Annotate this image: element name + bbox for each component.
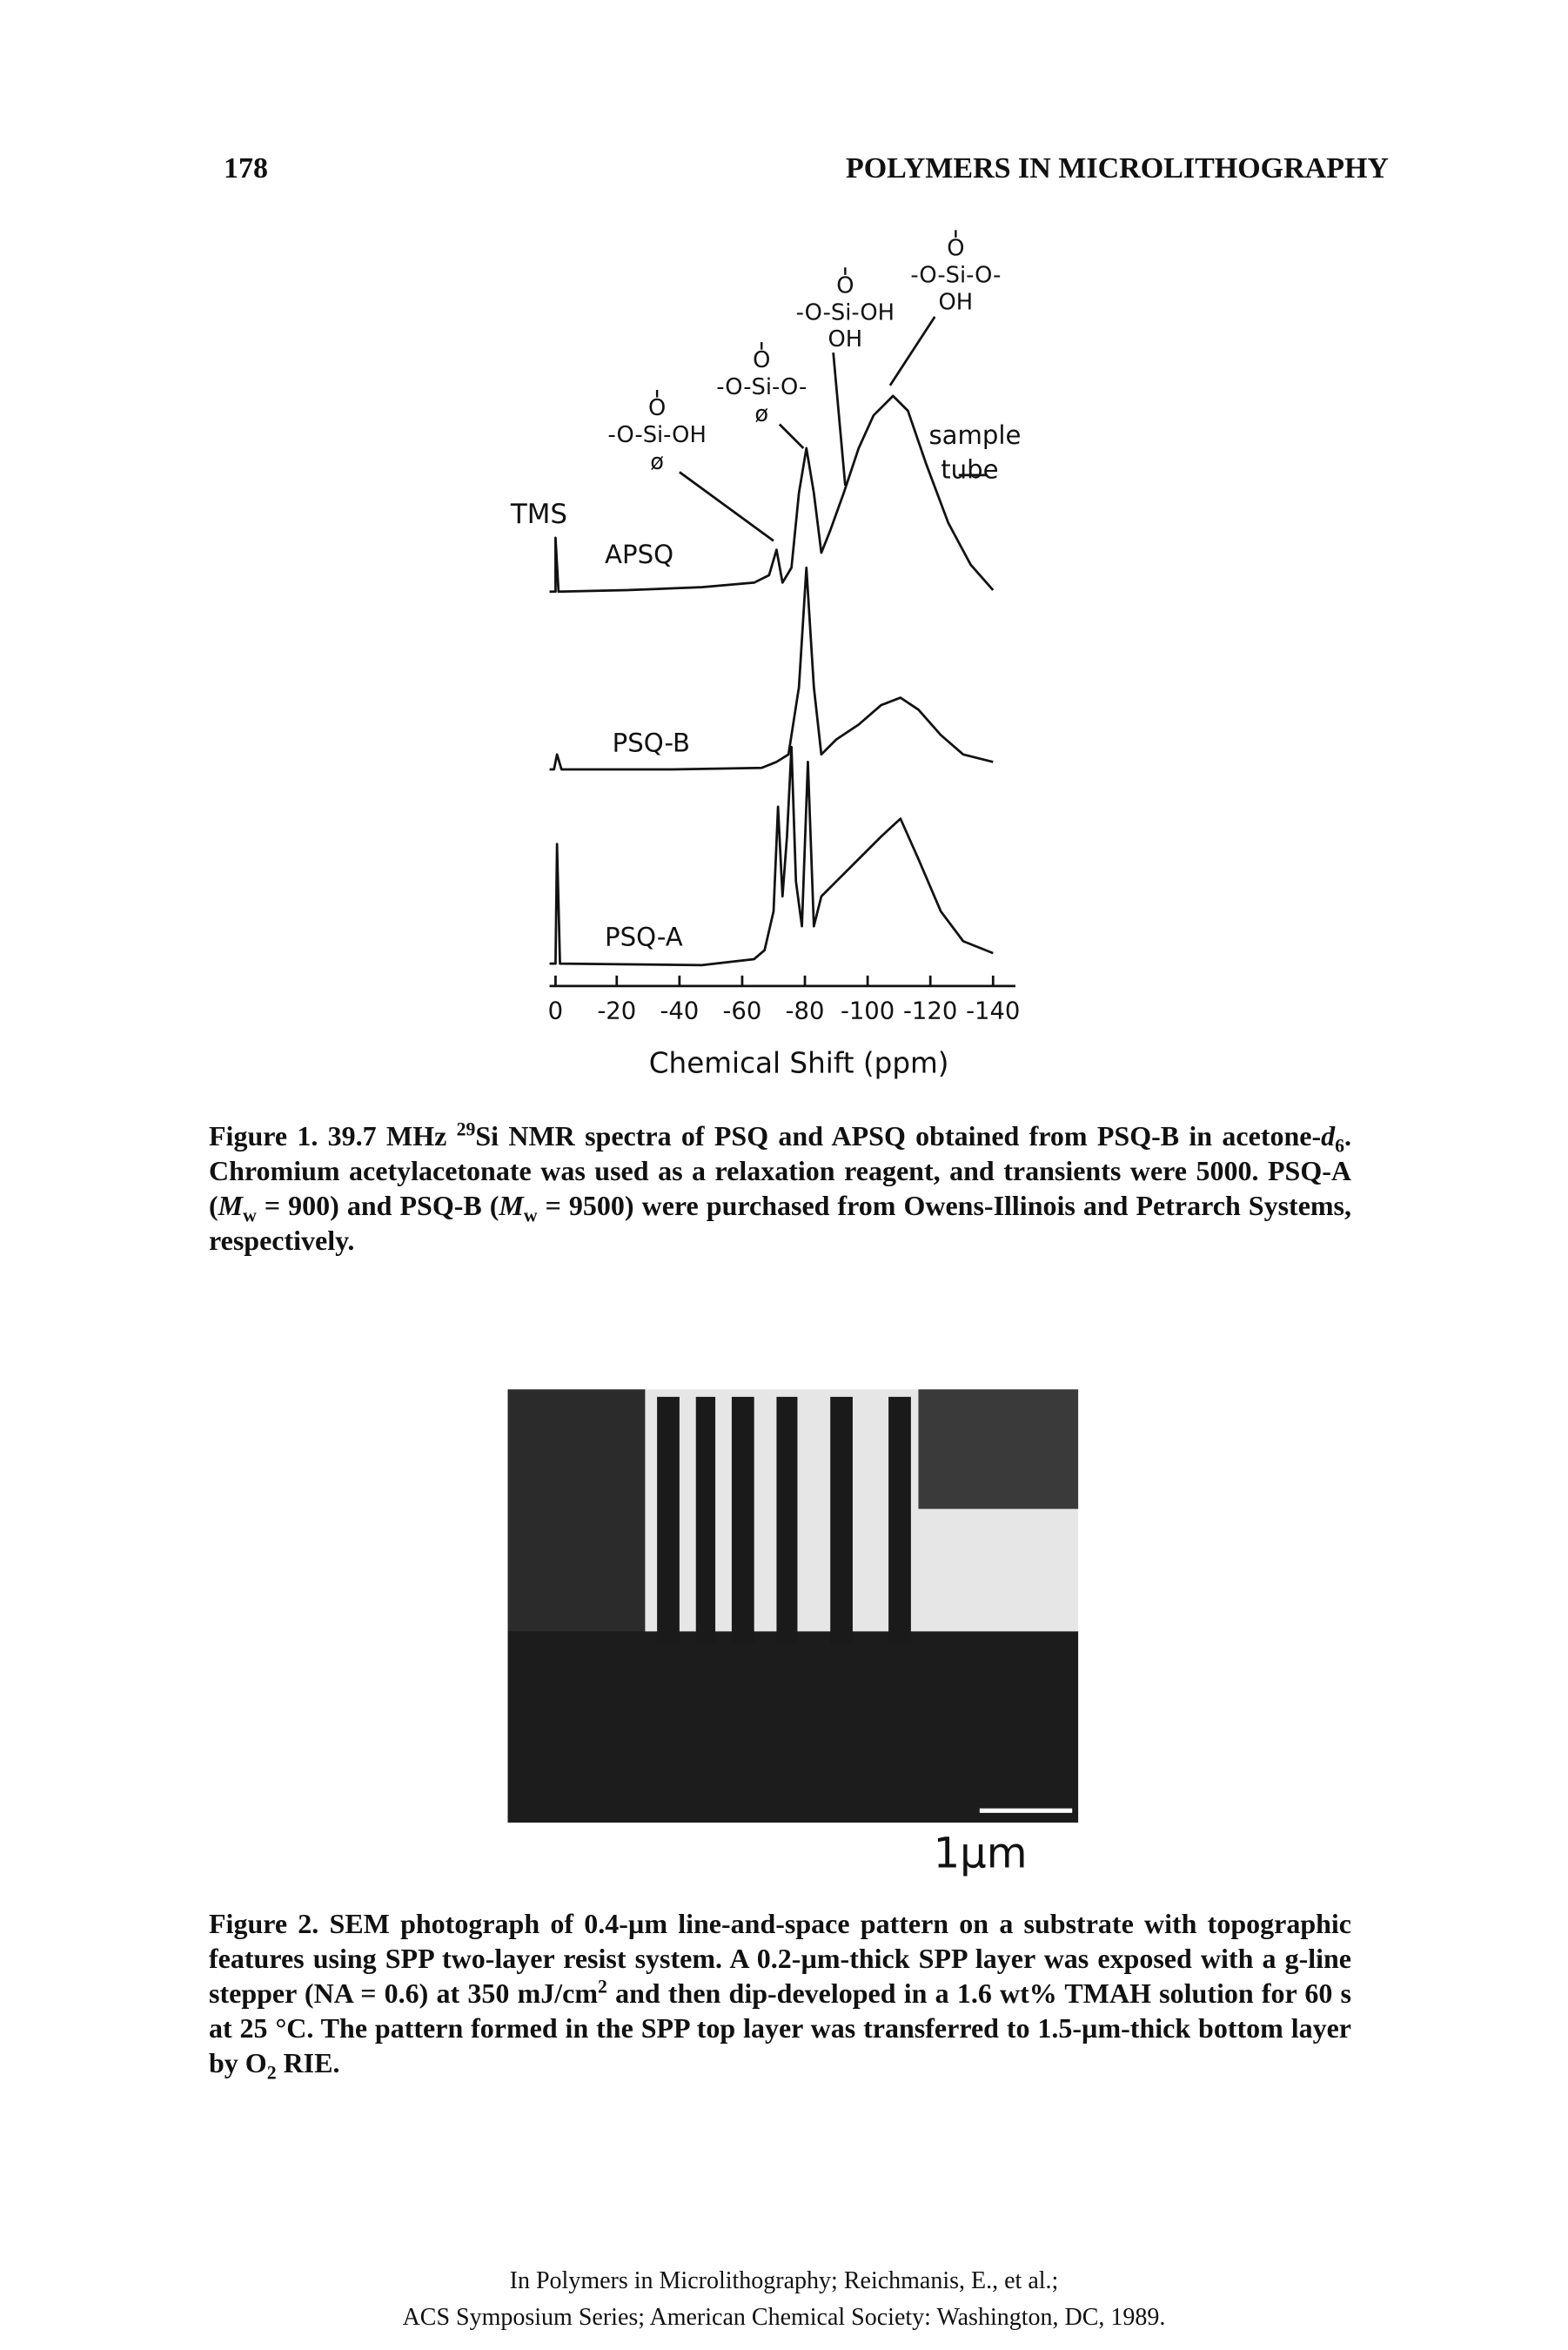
caption-text: and then dip-developed in a 1.6 wt% TMAH… (209, 1977, 1351, 2078)
structure-text: -O-Si-OH (796, 299, 895, 326)
spectrum-psq-a (549, 745, 994, 967)
caption-text: M (218, 1190, 244, 1221)
structure-text: -O-Si-O- (910, 262, 1001, 288)
caption-text: 2 (266, 2062, 277, 2084)
caption-text: SEM photograph of 0.4-µm line-and-space … (209, 1908, 1352, 2009)
peak-label: PSQ-A (605, 923, 683, 952)
resist-line (830, 1396, 853, 1644)
photo-region (507, 1389, 646, 1636)
caption-text: Si NMR spectra of PSQ and APSQ obtained … (475, 1120, 1322, 1152)
axis-ticks: 0 -20 -40 -60 -80 -100 -120 -140 (548, 975, 1020, 1025)
photo-region (918, 1389, 1079, 1509)
spectrum-apsq (549, 394, 995, 594)
resist-line (888, 1396, 911, 1644)
spectrum-psq-b (549, 566, 994, 771)
photo-region (507, 1631, 1079, 1823)
structure-text: O (947, 236, 964, 262)
structure-text: ø (650, 449, 664, 475)
resist-line (695, 1396, 716, 1644)
structure-text: OH (939, 289, 974, 315)
caption-text: RIE. (276, 2047, 340, 2078)
structure-text: O (836, 272, 854, 299)
caption-text: 2 (598, 1976, 607, 1998)
peak-label: tube (941, 454, 998, 484)
spectra (549, 316, 1016, 988)
resist-line (731, 1396, 754, 1644)
peak-label: TMS (510, 499, 567, 530)
caption-label: Figure 2. (209, 1908, 319, 1939)
running-title: POLYMERS IN MICROLITHOGRAPHY (845, 152, 1389, 185)
caption-text: 39.7 MHz (318, 1120, 457, 1152)
tick-label: -80 (786, 998, 825, 1025)
pointer-line (679, 316, 986, 542)
tick-label: -140 (966, 998, 1020, 1025)
caption-text: = 900) and PSQ-B ( (256, 1190, 499, 1221)
footer: In Polymers in Microlithography; Reichma… (0, 2263, 1568, 2336)
tick-label: 0 (548, 998, 563, 1025)
caption-text: w (523, 1205, 538, 1226)
scale-bar-label: 1µm (934, 1830, 1028, 1878)
tick-label: -20 (597, 998, 636, 1025)
caption-label: Figure 1. (209, 1120, 318, 1152)
tick-label: -120 (903, 998, 957, 1025)
footer-line: ACS Symposium Series; American Chemical … (402, 2304, 1166, 2331)
structure-text: O (753, 347, 770, 373)
structure-text: -O-Si-O- (716, 374, 807, 400)
structure-text: -O-Si-OH (607, 422, 706, 448)
figure-caption: Figure 1. 39.7 MHz 29Si NMR spectra of P… (209, 1118, 1351, 1258)
axis-label: Chemical Shift (ppm) (649, 1046, 949, 1079)
resist-line (657, 1396, 680, 1644)
sem-photo (507, 1389, 1079, 1823)
tick-label: -60 (723, 998, 762, 1025)
page-number: 178 (224, 152, 268, 185)
resist-lines (657, 1396, 911, 1644)
caption-text: = 9500) were purchased from Owens-Illino… (209, 1190, 1352, 1256)
caption-text: . Chromium acetylacetonate was used as a… (209, 1120, 1352, 1221)
caption-text: 6 (1335, 1135, 1345, 1157)
tick-label: -100 (841, 998, 895, 1025)
structure-text: O (648, 395, 666, 421)
figure-caption: Figure 2. SEM photograph of 0.4-µm line-… (209, 1906, 1352, 2084)
caption-text: d (1321, 1120, 1336, 1152)
footer-line: In Polymers in Microlithography; Reichma… (509, 2267, 1059, 2294)
caption-text: w (243, 1205, 257, 1226)
structure-text: OH (828, 326, 863, 352)
peak-label: sample (928, 420, 1021, 450)
peak-label: PSQ-B (613, 728, 690, 757)
tick-label: -40 (660, 998, 699, 1025)
caption-text: M (499, 1190, 524, 1221)
structures: O-O-Si-OHøO-O-Si-O-øO-O-Si-OHOHO-O-Si-O-… (607, 230, 1001, 475)
structure-text: ø (754, 401, 768, 427)
caption-text: 29 (456, 1118, 476, 1140)
peak-label: APSQ (605, 540, 673, 569)
resist-line (776, 1396, 798, 1644)
